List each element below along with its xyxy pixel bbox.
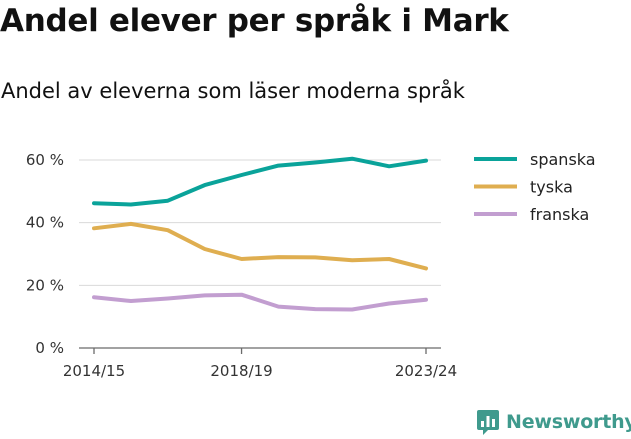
x-tick-label: 2018/19 xyxy=(210,362,272,380)
y-tick-label: 20 % xyxy=(26,276,64,294)
y-tick-label: 60 % xyxy=(26,151,64,169)
grid-lines xyxy=(79,159,441,349)
legend-label-tyska: tyska xyxy=(530,178,573,197)
legend-label-spanska: spanska xyxy=(530,150,596,169)
series-line-spanska xyxy=(92,156,428,207)
legend-label-franska: franska xyxy=(530,205,589,224)
brand-name: Newsworthy xyxy=(506,411,631,433)
newsworthy-logo-icon xyxy=(477,410,499,435)
x-tick-label: 2023/24 xyxy=(395,362,457,380)
series-line-tyska xyxy=(92,221,428,271)
x-axis: 2014/15 2018/19 2023/24 xyxy=(63,348,457,380)
chart-subtitle: Andel av eleverna som läser moderna språ… xyxy=(1,79,465,103)
newsworthy-brand: Newsworthy xyxy=(476,408,631,436)
x-tick-label: 2014/15 xyxy=(63,362,125,380)
series-line-franska xyxy=(92,292,428,312)
legend: spanska tyska franska xyxy=(474,150,596,224)
data-lines xyxy=(92,156,428,312)
y-axis: 0 % 20 % 40 % 60 % xyxy=(26,151,64,357)
chart-title: Andel elever per språk i Mark xyxy=(0,3,509,39)
y-tick-label: 0 % xyxy=(35,339,64,357)
y-tick-label: 40 % xyxy=(26,214,64,232)
